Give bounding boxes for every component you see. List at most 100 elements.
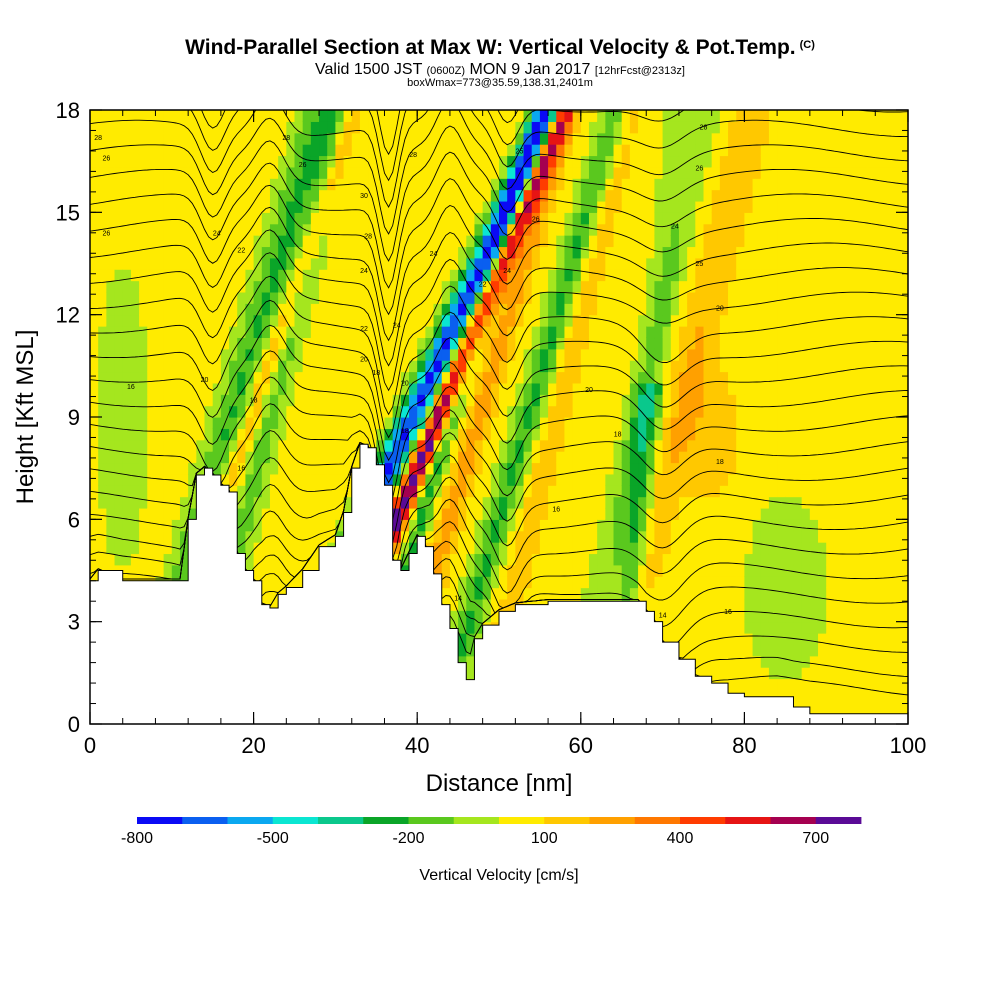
velocity-cell <box>327 155 336 168</box>
velocity-cell <box>286 360 296 373</box>
velocity-cell <box>351 394 361 407</box>
velocity-cell <box>163 110 173 122</box>
velocity-cell <box>572 155 582 168</box>
velocity-cell <box>458 337 467 350</box>
velocity-cell <box>605 223 615 236</box>
velocity-cell <box>441 246 451 259</box>
velocity-cell <box>801 530 811 543</box>
velocity-cell <box>826 223 835 236</box>
velocity-cell <box>319 132 328 145</box>
velocity-cell <box>711 621 721 634</box>
velocity-cell <box>449 610 459 623</box>
velocity-cell <box>736 212 745 225</box>
velocity-cell <box>319 155 328 168</box>
velocity-cell <box>261 451 271 464</box>
velocity-cell <box>499 360 508 373</box>
velocity-cell <box>588 132 598 145</box>
velocity-cell <box>818 428 827 441</box>
velocity-cell <box>719 326 729 339</box>
velocity-cell <box>752 496 762 509</box>
velocity-cell <box>433 337 443 350</box>
velocity-cell <box>482 382 492 395</box>
velocity-cell <box>629 269 639 282</box>
velocity-cell <box>196 348 206 361</box>
velocity-cell <box>793 348 803 361</box>
velocity-cell <box>351 212 361 225</box>
velocity-cell <box>310 314 320 327</box>
velocity-cell <box>785 269 795 282</box>
velocity-cell <box>122 519 132 532</box>
velocity-cell <box>539 144 549 157</box>
velocity-cell <box>515 394 525 407</box>
velocity-cell <box>728 326 737 339</box>
velocity-cell <box>793 166 803 179</box>
velocity-cell <box>629 348 639 361</box>
velocity-cell <box>703 428 713 441</box>
velocity-cell <box>728 598 737 611</box>
velocity-cell <box>425 382 435 395</box>
velocity-cell <box>662 451 672 464</box>
velocity-cell <box>253 246 263 259</box>
velocity-cell <box>441 200 451 213</box>
velocity-cell <box>196 269 206 282</box>
velocity-cell <box>777 553 786 566</box>
velocity-cell <box>163 303 173 316</box>
velocity-cell <box>654 269 664 282</box>
velocity-cell <box>646 269 656 282</box>
velocity-cell <box>507 280 516 293</box>
velocity-cell <box>785 553 795 566</box>
velocity-cell <box>744 348 754 361</box>
velocity-cell <box>376 166 386 179</box>
velocity-cell <box>629 519 639 532</box>
velocity-cell <box>188 212 197 225</box>
velocity-cell <box>449 246 459 259</box>
velocity-cell <box>425 507 435 520</box>
velocity-cell <box>678 621 688 634</box>
velocity-cell <box>564 166 574 179</box>
velocity-cell <box>425 314 435 327</box>
velocity-cell <box>826 667 835 680</box>
velocity-cell <box>523 132 533 145</box>
velocity-cell <box>785 178 795 191</box>
velocity-cell <box>523 542 533 555</box>
velocity-cell <box>400 155 410 168</box>
velocity-cell <box>458 178 467 191</box>
chart-title-text: Wind-Parallel Section at Max W: Vertical… <box>185 36 796 59</box>
velocity-cell <box>588 417 598 429</box>
velocity-cell <box>433 132 443 145</box>
velocity-cell <box>662 610 672 623</box>
velocity-cell <box>179 439 189 452</box>
velocity-cell <box>351 235 361 248</box>
velocity-cell <box>711 667 721 680</box>
velocity-cell <box>466 576 476 589</box>
velocity-cell <box>171 246 181 259</box>
velocity-cell <box>646 189 656 202</box>
velocity-cell <box>662 280 672 293</box>
velocity-cell <box>760 542 770 555</box>
velocity-cell <box>777 144 786 157</box>
velocity-cell <box>245 235 255 248</box>
velocity-cell <box>351 451 361 464</box>
velocity-cell <box>278 371 287 384</box>
velocity-cell <box>278 348 287 361</box>
velocity-cell <box>163 451 173 464</box>
velocity-cell <box>130 223 140 236</box>
velocity-cell <box>458 371 467 384</box>
velocity-cell <box>801 633 811 646</box>
velocity-cell <box>196 235 206 248</box>
velocity-cell <box>531 291 541 304</box>
velocity-cell <box>196 223 206 236</box>
velocity-cell <box>122 473 132 486</box>
velocity-cell <box>400 166 410 179</box>
velocity-cell <box>793 496 803 509</box>
velocity-cell <box>809 314 819 327</box>
velocity-cell <box>703 212 713 225</box>
velocity-cell <box>302 428 312 441</box>
velocity-cell <box>785 689 795 702</box>
velocity-cell <box>482 587 492 600</box>
velocity-cell <box>768 246 778 259</box>
velocity-cell <box>90 246 99 259</box>
velocity-cell <box>629 166 639 179</box>
velocity-cell <box>801 337 811 350</box>
velocity-cell <box>687 166 696 179</box>
